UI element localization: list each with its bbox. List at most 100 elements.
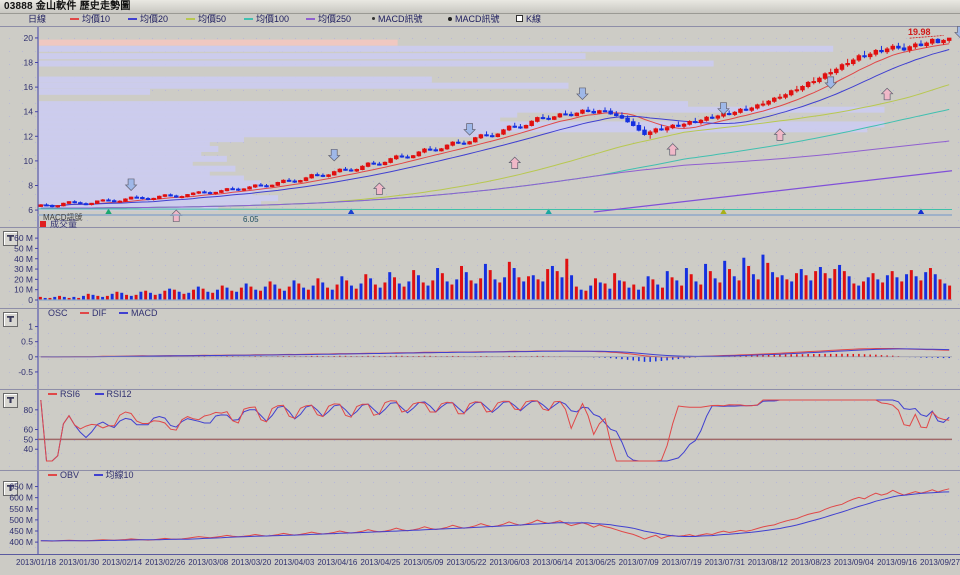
signal-arrow-down bbox=[327, 149, 341, 162]
event-marker-triangle bbox=[917, 208, 925, 214]
legend-item-7[interactable]: MACD訊號 bbox=[448, 13, 500, 26]
volume-profile-bar bbox=[39, 200, 262, 207]
legend-label-0: 日線 bbox=[28, 14, 47, 24]
x-axis-label: 2013/06/03 bbox=[489, 558, 530, 567]
signal-arrow-down bbox=[717, 102, 730, 115]
volume-profile-bar bbox=[39, 121, 885, 128]
y-tick-label: 8 bbox=[28, 180, 33, 190]
obv-ma-legend-label: 均線10 bbox=[105, 470, 134, 480]
legend-item-5[interactable]: 均價250 bbox=[306, 13, 351, 26]
y-tick-label: 80 bbox=[24, 405, 34, 415]
legend-item-6[interactable]: MACD訊號 bbox=[372, 13, 423, 26]
y-tick-label: 40 bbox=[24, 444, 34, 454]
y-tick-label: 50 M bbox=[14, 243, 33, 253]
x-axis-label: 2013/06/25 bbox=[575, 558, 616, 567]
rsi6-legend-label: RSI6 bbox=[60, 389, 81, 399]
legend-dot-icon-6 bbox=[372, 17, 375, 21]
y-tick-label: 30 M bbox=[14, 264, 33, 274]
volume-profile-bar bbox=[39, 45, 834, 52]
price-legend-bar: 日線 均價10 均價20 均價50 均價100 均價250 MACD訊號 MACD訊號 K線 bbox=[0, 13, 960, 26]
obv-panel-toggle-button[interactable] bbox=[3, 481, 18, 496]
volume-profile-bar bbox=[39, 101, 689, 108]
legend-label-6: MACD訊號 bbox=[378, 14, 423, 24]
price-ma-line-10 bbox=[40, 43, 950, 207]
y-tick-label: 40 M bbox=[14, 254, 33, 264]
legend-label-1: 均價10 bbox=[82, 14, 111, 24]
volume-panel-toggle-button[interactable] bbox=[3, 231, 18, 246]
y-tick-label: 400 M bbox=[9, 537, 33, 547]
y-tick-label: 14 bbox=[24, 107, 34, 117]
legend-swatch-2 bbox=[128, 17, 137, 20]
volume-profile-bar bbox=[39, 150, 202, 157]
y-tick-label: 60 bbox=[24, 425, 34, 435]
event-marker-triangle bbox=[105, 208, 112, 214]
signal-arrow-up bbox=[773, 128, 787, 141]
legend-k-icon-8 bbox=[516, 15, 523, 23]
rsi-panel: RSI6 RSI12 80 60 50 40 bbox=[0, 389, 960, 470]
x-axis-label: 2013/02/26 bbox=[145, 558, 186, 567]
macd-panel-toggle-button[interactable] bbox=[3, 312, 18, 327]
support-line bbox=[37, 208, 952, 210]
legend-item-3[interactable]: 均價50 bbox=[186, 13, 226, 26]
volume-profile-bar bbox=[39, 76, 432, 83]
macd-plot-background bbox=[0, 309, 960, 388]
legend-item-8[interactable]: K線 bbox=[516, 13, 541, 26]
legend-item-4[interactable]: 均價100 bbox=[244, 13, 289, 26]
x-axis-label: 2013/04/25 bbox=[360, 558, 401, 567]
rsi12-legend-swatch bbox=[94, 392, 104, 395]
y-tick-label: 450 M bbox=[9, 526, 33, 536]
volume-legend: 成交量 bbox=[40, 219, 77, 229]
legend-item-2[interactable]: 均價20 bbox=[128, 13, 168, 26]
signal-arrow-down bbox=[463, 123, 476, 136]
rsi6-legend-swatch bbox=[48, 392, 57, 395]
y-tick-label: 50 bbox=[24, 434, 34, 444]
x-axis-label: 2013/05/22 bbox=[446, 558, 487, 567]
obv-line bbox=[40, 488, 950, 542]
legend-label-2: 均價20 bbox=[140, 14, 169, 24]
volume-profile-bar bbox=[39, 185, 270, 192]
y-tick-label: -0.5 bbox=[18, 367, 33, 377]
rsi6-line bbox=[40, 399, 950, 462]
event-marker-triangle bbox=[720, 208, 727, 214]
y-tick-label: 18 bbox=[24, 58, 34, 68]
x-axis-label: 2013/07/09 bbox=[618, 558, 659, 567]
x-axis-label: 2013/04/16 bbox=[317, 558, 358, 567]
y-tick-label: 650 M bbox=[9, 482, 33, 492]
y-tick-label: 6 bbox=[28, 205, 33, 215]
signal-arrow-up bbox=[169, 209, 183, 222]
volume-profile-bar bbox=[39, 146, 219, 153]
y-tick-label: 10 bbox=[24, 156, 34, 166]
legend-item-1[interactable]: 均價10 bbox=[70, 13, 110, 26]
obv-legend: OBV 均線10 bbox=[48, 470, 134, 480]
volume-profile-bar bbox=[39, 111, 518, 118]
macd-legend-macd: MACD bbox=[131, 308, 158, 318]
legend-label-5: 均價250 bbox=[318, 14, 352, 24]
rsi-panel-toggle-button[interactable] bbox=[3, 393, 18, 408]
macd-legend-macd-swatch bbox=[119, 311, 129, 314]
obv-ma10-line bbox=[40, 491, 950, 542]
volume-profile-bar bbox=[39, 116, 501, 123]
rsi-legend: RSI6 RSI12 bbox=[48, 389, 132, 399]
obv-legend-swatch bbox=[48, 473, 57, 476]
volume-profile-bar bbox=[39, 165, 236, 172]
signal-arrow-down bbox=[124, 178, 138, 191]
volume-profile-bar bbox=[39, 131, 492, 138]
x-axis-label: 2013/05/09 bbox=[403, 558, 444, 567]
signal-arrow-down bbox=[824, 76, 838, 89]
macd-panel: OSC DIF MACD 1 0.5 0 -0.5 bbox=[0, 308, 960, 389]
y-tick-label: 0.5 bbox=[21, 337, 33, 347]
y-tick-label: 1 bbox=[28, 322, 33, 332]
signal-arrow-up bbox=[372, 182, 386, 195]
legend-item-0[interactable]: 日線 bbox=[28, 13, 46, 26]
legend-label-8: K線 bbox=[526, 14, 542, 24]
macd-legend-dif-swatch bbox=[80, 311, 90, 314]
rsi12-legend-label: RSI12 bbox=[106, 389, 132, 399]
macd-signal-inline-label: MACD訊號 bbox=[43, 213, 83, 222]
price-chart-svg: 6 8 10 12 14 16 18 20 bbox=[24, 26, 960, 227]
y-tick-label: 20 bbox=[24, 33, 34, 43]
volume-legend-label: 成交量 bbox=[50, 219, 78, 229]
trend-line-250 bbox=[593, 170, 953, 213]
y-tick-label: 0 bbox=[28, 352, 33, 362]
